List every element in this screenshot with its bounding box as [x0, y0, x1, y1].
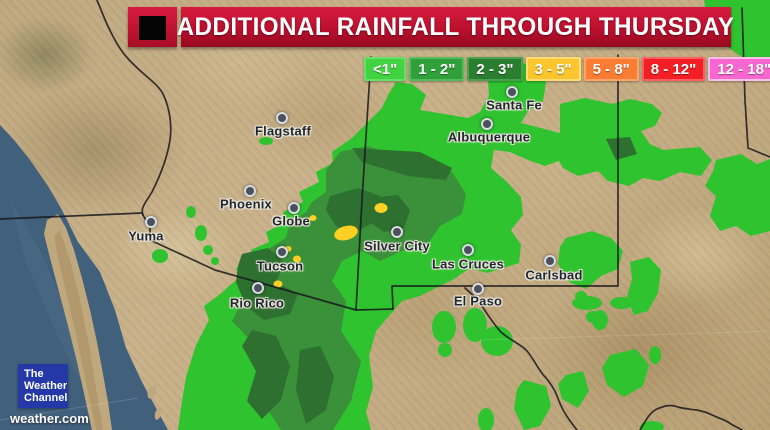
border-california-mexico [0, 212, 143, 220]
weather-channel-logo: The Weather Channel [18, 364, 68, 408]
border-texas-panhandle [741, 7, 770, 158]
city-dot [472, 283, 484, 295]
city-label: Globe [272, 213, 310, 229]
city-dot [462, 244, 474, 256]
border-arizona-newmexico [355, 56, 372, 311]
city-dot [252, 282, 264, 294]
border-california-arizona [96, 0, 172, 216]
legend-item: 2 - 3" [467, 57, 523, 81]
border-big-bend [639, 404, 743, 430]
legend-item: 1 - 2" [409, 57, 465, 81]
city-label: Tucson [256, 258, 304, 274]
city-dot [544, 255, 556, 267]
city-label: Carlsbad [525, 267, 583, 283]
legend-item: 8 - 12" [641, 57, 706, 81]
city-label: Albuquerque [447, 129, 531, 145]
legend-row: <1" 1 - 2" 2 - 3" 3 - 5" 5 - 8" 8 - 12" 12 - 1… [364, 57, 770, 81]
city-label: Las Cruces [431, 256, 505, 272]
city-dot [244, 185, 256, 197]
city-dot [391, 226, 403, 238]
header-logo-box [128, 7, 177, 47]
city-label: Yuma [128, 228, 164, 244]
city-dot [145, 216, 157, 228]
city-label: Flagstaff [255, 123, 311, 139]
city-label: Rio Rico [229, 295, 285, 311]
city-label: Silver City [364, 238, 430, 254]
legend-item: 12 - 18" [708, 57, 770, 81]
rainfall-layer [152, 0, 770, 430]
logo-text-line: Weather [24, 380, 68, 392]
page-title: ADDITIONAL RAINFALL THROUGH THURSDAY [177, 12, 735, 41]
border-rio-grande [464, 287, 578, 430]
city-dot [276, 246, 288, 258]
city-dot [506, 86, 518, 98]
title-banner: ADDITIONAL RAINFALL THROUGH THURSDAY [177, 7, 735, 47]
city-label: Santa Fe [486, 97, 542, 113]
ocean-layer [0, 125, 168, 430]
legend-item: <1" [364, 57, 407, 81]
city-dot [288, 202, 300, 214]
legend-item: 3 - 5" [525, 57, 581, 81]
weather-url: weather.com [10, 411, 89, 426]
legend-item: 5 - 8" [583, 57, 639, 81]
city-label: Phoenix [220, 196, 272, 212]
logo-text-line: The [24, 368, 44, 380]
logo-text-line: Channel [24, 392, 68, 404]
city-dot [481, 118, 493, 130]
network-logo-icon [139, 16, 166, 40]
city-dot [276, 112, 288, 124]
border-newmexico-texas [391, 54, 619, 310]
city-label: El Paso [453, 293, 503, 309]
